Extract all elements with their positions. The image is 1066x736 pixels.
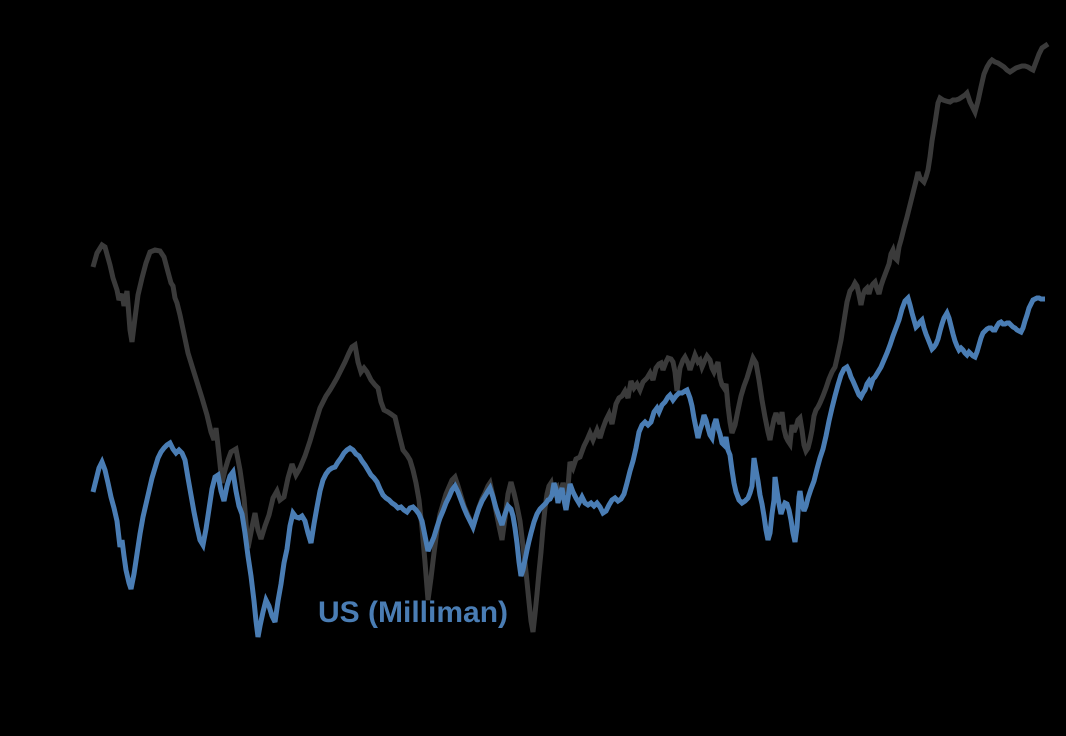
series-line-unlabeled-dark-series bbox=[90, 41, 1050, 633]
series-label-us-milliman: US (Milliman) bbox=[318, 596, 509, 629]
series-line-us-milliman bbox=[90, 293, 1045, 638]
